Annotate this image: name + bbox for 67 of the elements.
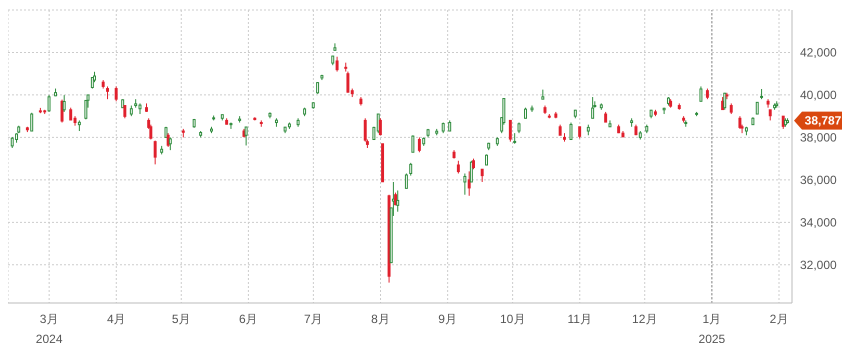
candlestick [346, 71, 350, 94]
x-tick-label: 4月 [106, 312, 126, 326]
candlestick [10, 136, 14, 149]
candlestick [168, 136, 172, 151]
candlestick [541, 89, 544, 100]
candlestick [448, 120, 452, 132]
candlestick [378, 118, 382, 136]
y-tick-label: 38,000 [800, 130, 838, 145]
candlestick [123, 105, 126, 119]
y-tick-label: 32,000 [800, 258, 838, 272]
y-tick-label: 40,000 [800, 88, 838, 102]
candlestick [721, 96, 724, 110]
x-tick-label: 12月 [632, 312, 658, 326]
candlestick [586, 124, 590, 136]
candlestick [470, 160, 473, 182]
candlestick [468, 170, 471, 196]
candlestick [578, 126, 582, 139]
candlestick [48, 94, 51, 112]
candlestick [442, 122, 445, 134]
candlestick [336, 56, 339, 72]
candlestick [154, 140, 157, 165]
y-tick-label: 34,000 [800, 216, 838, 230]
candlestick [316, 82, 320, 94]
x-tick-label: 5月 [172, 312, 191, 326]
candlestick [558, 124, 562, 136]
candlestick [411, 134, 414, 153]
x-tick-label: 3月 2024 [36, 312, 63, 345]
x-tick-label: 7月 [304, 312, 323, 326]
text: 38,787 [804, 114, 842, 128]
candlestick [524, 107, 527, 119]
x-tick-label: 1月 2025 [698, 312, 726, 345]
candlestick [166, 132, 170, 148]
candlestick [634, 124, 638, 136]
candlestick [409, 162, 412, 176]
x-tick-label: 10月 [500, 312, 526, 326]
candlestick [418, 136, 421, 153]
candlestick [244, 126, 248, 146]
candlestick [456, 160, 460, 174]
candlestick [480, 168, 484, 182]
candlestick [396, 190, 400, 212]
x-tick-label: 6月 [239, 312, 258, 326]
candlestick [518, 122, 520, 134]
candlestick [130, 105, 133, 117]
candlestick [699, 86, 702, 102]
candlestick [513, 132, 516, 144]
candlestick [78, 120, 81, 132]
x-tick-label: 9月 [438, 312, 457, 326]
candlestick [30, 112, 34, 132]
candlestick [106, 86, 109, 100]
candlestick [738, 116, 742, 130]
candlestick [114, 86, 118, 102]
x-tick-label: 8月 [371, 312, 390, 326]
x-tick-label: 11月 [568, 312, 592, 326]
x-tick-label: 2月 [770, 312, 788, 326]
candlestick [508, 120, 512, 142]
y-tick-label: 36,000 [800, 173, 838, 188]
candlestick [69, 107, 72, 121]
candlestick [463, 172, 466, 196]
candlestick [394, 192, 398, 206]
y-tick-label: 42,000 [800, 46, 838, 60]
candlestick [62, 94, 66, 112]
candlestick [760, 88, 764, 100]
candlestick [706, 88, 709, 100]
candlestick [756, 102, 759, 115]
candlestick [472, 158, 475, 170]
candlestick [404, 172, 408, 189]
candlestick [570, 122, 572, 140]
